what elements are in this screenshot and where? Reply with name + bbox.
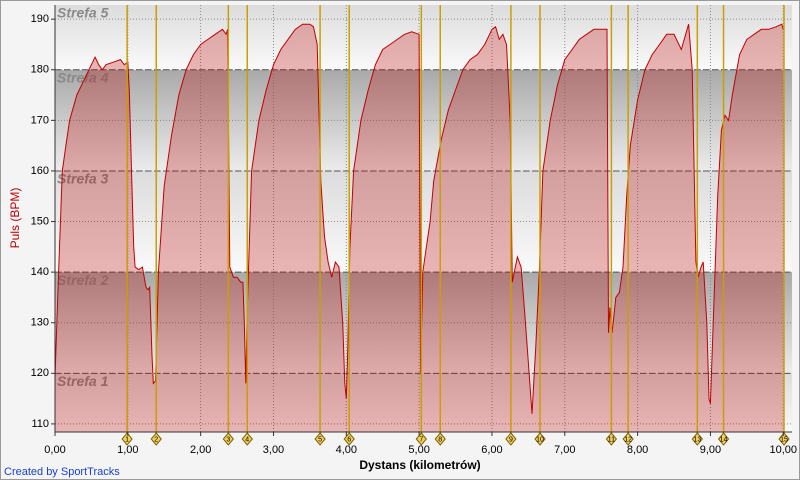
y-tick-label: 150	[31, 215, 49, 227]
lap-marker	[343, 432, 355, 446]
zone-label: Strefa 1	[57, 373, 109, 389]
zone-band	[55, 272, 792, 374]
lap-marker	[778, 432, 790, 446]
area-fill	[55, 24, 784, 432]
lap-label: 5	[318, 436, 322, 443]
lap-label: 6	[347, 436, 351, 443]
lap-marker	[222, 432, 234, 446]
zone-band	[55, 69, 792, 171]
lap-marker	[717, 432, 730, 446]
x-tick-label: 9,00	[700, 444, 721, 456]
lap-marker	[121, 432, 133, 446]
x-tick-label: 10,00	[769, 444, 797, 456]
lap-label: 9	[509, 436, 513, 443]
y-tick-label: 180	[31, 64, 49, 76]
footer[interactable]: Created by SportTracks	[4, 466, 120, 478]
lap-marker	[434, 432, 446, 446]
y-tick-label: 130	[31, 317, 49, 329]
lap-label: 10	[536, 436, 544, 443]
lap-label: 7	[419, 436, 423, 443]
lap-label: 12	[624, 436, 632, 443]
lap-label: 13	[693, 436, 701, 443]
lap-label: 11	[608, 436, 615, 443]
lap-label: 15	[780, 436, 788, 443]
x-tick-label: 1,00	[117, 444, 138, 456]
y-tick-label: 170	[31, 114, 49, 126]
lap-label: 14	[720, 436, 728, 443]
zone-label: Strefa 5	[57, 5, 109, 21]
zone-band	[55, 373, 792, 432]
zone-label: Strefa 2	[57, 272, 109, 288]
lap-marker	[605, 432, 618, 446]
x-tick-label: 7,00	[554, 444, 575, 456]
y-tick-label: 190	[31, 13, 49, 25]
x-tick-label: 5,00	[408, 444, 429, 456]
x-tick-label: 3,00	[263, 444, 284, 456]
x-tick-label: 6,00	[481, 444, 502, 456]
zone-label: Strefa 4	[57, 69, 109, 85]
lap-marker	[241, 432, 253, 446]
zone-band	[55, 5, 792, 70]
zone-band	[55, 170, 792, 273]
lap-label: 4	[245, 436, 249, 443]
heart-rate-line	[54, 23, 784, 414]
lap-marker	[534, 432, 546, 446]
lap-marker	[505, 432, 517, 446]
lap-marker	[150, 432, 162, 446]
x-tick-label: 0,00	[44, 444, 65, 456]
zone-label: Strefa 3	[57, 171, 109, 187]
lap-marker	[622, 432, 634, 446]
x-tick-label: 2,00	[190, 444, 211, 456]
y-tick-label: 110	[31, 418, 49, 430]
lap-marker	[415, 432, 427, 446]
y-tick-label: 160	[31, 165, 49, 177]
lap-label: 3	[226, 436, 230, 443]
lap-label: 2	[154, 436, 158, 443]
x-tick-label: 8,00	[627, 444, 648, 456]
y-tick-label: 140	[31, 266, 49, 278]
y-axis-label: Puls (BPM)	[8, 188, 22, 249]
lap-label: 8	[438, 436, 442, 443]
y-tick-label: 120	[31, 367, 49, 379]
lap-marker	[314, 432, 326, 446]
lap-label: 1	[125, 436, 129, 443]
lap-marker	[691, 432, 703, 446]
x-tick-label: 4,00	[336, 444, 357, 456]
x-axis-label: Dystans (kilometrów)	[359, 458, 480, 472]
